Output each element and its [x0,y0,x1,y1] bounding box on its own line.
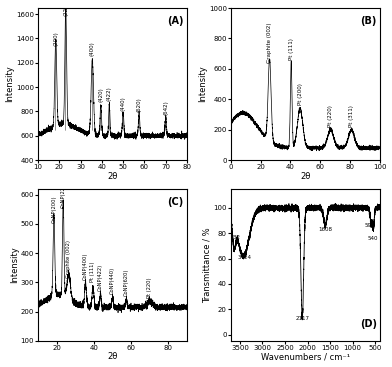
Y-axis label: Intensity: Intensity [198,66,207,102]
Text: Graphite (002): Graphite (002) [267,22,272,63]
Text: 540: 540 [368,236,378,241]
Text: 592: 592 [365,223,375,228]
X-axis label: 2θ: 2θ [300,172,310,181]
Y-axis label: Intensity: Intensity [10,247,19,283]
Text: CoNP(620): CoNP(620) [124,269,129,297]
Text: (400): (400) [90,42,95,57]
Text: CoNP(440): CoNP(440) [110,266,115,294]
Text: CoNP(422): CoNP(422) [98,264,103,291]
Text: Pt (220): Pt (220) [328,105,333,127]
X-axis label: 2θ: 2θ [107,352,118,361]
Text: Pt (311): Pt (311) [349,105,354,127]
X-axis label: 2θ: 2θ [107,172,118,181]
Text: Pt (111): Pt (111) [91,262,96,283]
Text: CoNP(220): CoNP(220) [61,181,66,208]
Text: (C): (C) [167,196,184,207]
Text: (A): (A) [167,16,184,26]
Text: 3632: 3632 [227,235,241,240]
Text: (642): (642) [163,101,168,115]
Text: (220): (220) [63,1,68,16]
Text: (440): (440) [121,96,125,110]
Text: (422): (422) [107,86,112,101]
Y-axis label: Intensity: Intensity [5,66,15,102]
Text: (200): (200) [53,31,58,46]
Text: (D): (D) [360,319,377,329]
Text: Graphite (002): Graphite (002) [66,240,71,278]
Text: 3424: 3424 [238,255,252,260]
Text: (420): (420) [98,87,103,102]
Text: (620): (620) [136,97,142,112]
Text: Pt (220): Pt (220) [147,277,152,298]
Text: 2117: 2117 [295,316,309,320]
Text: 1608: 1608 [318,227,332,232]
Text: Pt (200): Pt (200) [298,83,303,105]
Text: (B): (B) [360,16,377,26]
Text: Pt (111): Pt (111) [289,38,294,60]
Text: CoNP(400): CoNP(400) [83,252,88,280]
X-axis label: Wavenumbers / cm⁻¹: Wavenumbers / cm⁻¹ [261,352,350,361]
Text: CoNP(200): CoNP(200) [51,195,56,222]
Y-axis label: Transmittance / %: Transmittance / % [203,227,212,303]
